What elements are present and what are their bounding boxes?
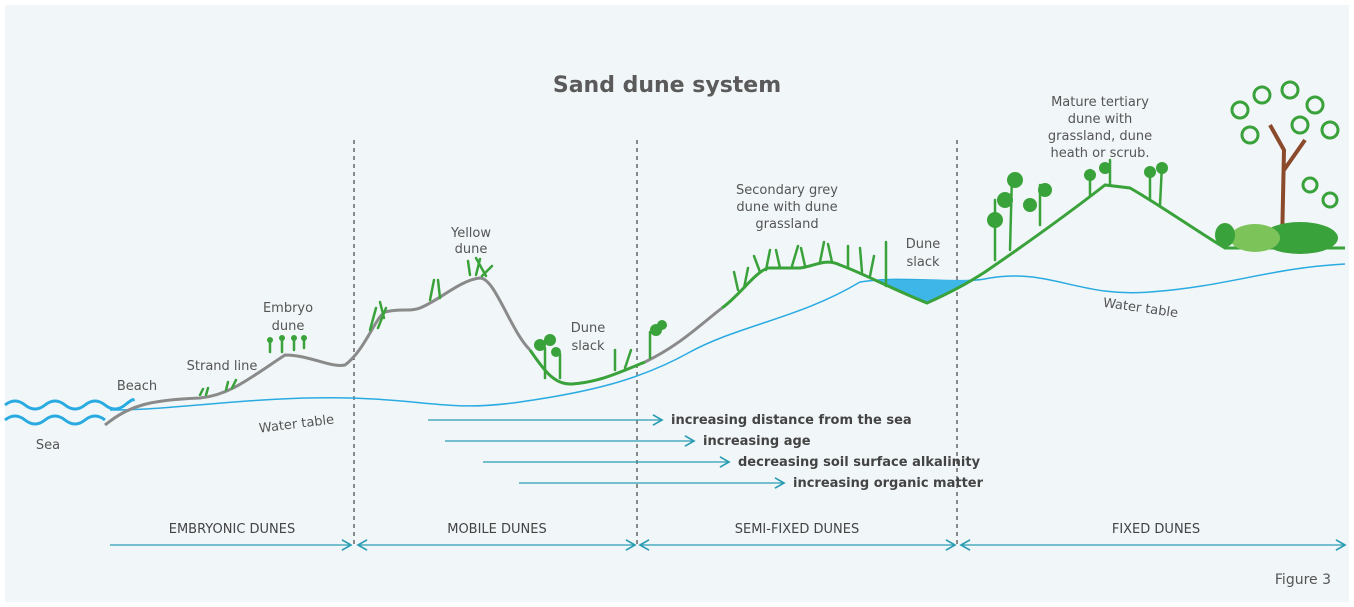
figure-label: Figure 3	[1275, 572, 1331, 588]
trend-label: increasing organic matter	[793, 476, 984, 491]
label-line: Embryo	[263, 301, 313, 316]
zone-label: FIXED DUNES	[1112, 522, 1200, 537]
zone-label: MOBILE DUNES	[447, 522, 547, 537]
diagram: Sand dune system Sea Beach Strand line E…	[0, 0, 1354, 607]
zone-label: SEMI-FIXED DUNES	[735, 522, 860, 537]
label-line: Dune	[906, 237, 941, 252]
trend-label: increasing age	[703, 434, 811, 449]
zone-label: EMBRYONIC DUNES	[169, 522, 296, 537]
label: Beach	[117, 379, 157, 394]
label-line: grassland	[755, 217, 818, 232]
label-line: slack	[906, 255, 939, 270]
trend-label: increasing distance from the sea	[671, 413, 912, 428]
label-line: dune with	[1068, 112, 1132, 127]
label-line: Yellow	[450, 226, 491, 241]
label: Sea	[36, 438, 60, 453]
label-line: heath or scrub.	[1051, 146, 1150, 161]
label-line: Mature tertiary	[1051, 95, 1149, 110]
label-line: Secondary grey	[736, 183, 838, 198]
title: Sand dune system	[553, 73, 781, 98]
label-line: slack	[571, 339, 604, 354]
label-line: dune with dune	[736, 200, 837, 215]
trend-label: decreasing soil surface alkalinity	[738, 455, 981, 470]
label-line: Dune	[571, 321, 606, 336]
label: Strand line	[187, 359, 258, 374]
label-line: dune	[272, 319, 305, 334]
label-line: grassland, dune	[1048, 129, 1152, 144]
label-line: dune	[455, 242, 488, 257]
